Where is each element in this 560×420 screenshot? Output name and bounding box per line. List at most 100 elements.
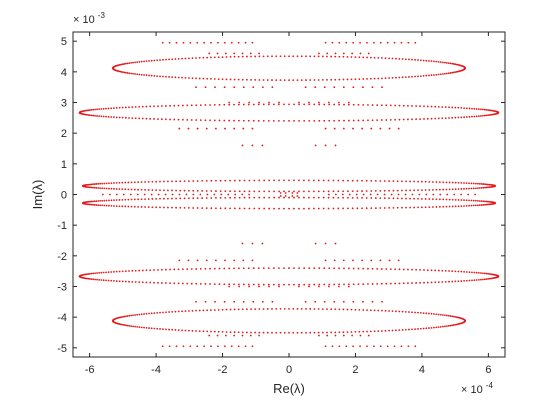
data-point — [463, 116, 466, 119]
data-point — [346, 331, 349, 333]
data-point — [384, 329, 387, 332]
data-point — [150, 74, 153, 77]
data-point — [169, 104, 171, 107]
data-point — [130, 325, 133, 328]
data-point — [361, 127, 364, 130]
data-point — [305, 55, 307, 58]
data-point — [318, 52, 320, 55]
data-point — [149, 281, 152, 284]
data-point — [177, 76, 180, 79]
data-point — [115, 181, 118, 184]
data-point — [105, 187, 108, 190]
data-point — [262, 308, 265, 310]
data-point — [350, 308, 353, 311]
data-point — [115, 205, 118, 208]
data-point — [210, 179, 213, 182]
data-point — [451, 62, 454, 65]
data-point — [452, 324, 455, 326]
data-point — [396, 197, 399, 200]
data-point — [497, 111, 500, 114]
data-point — [206, 309, 209, 312]
data-point — [376, 267, 379, 270]
data-point — [438, 188, 441, 191]
data-point — [165, 118, 167, 121]
data-point — [347, 101, 350, 104]
data-point — [145, 312, 148, 315]
data-point — [383, 180, 386, 182]
data-point — [370, 259, 373, 262]
data-point — [204, 283, 207, 285]
data-point — [228, 101, 231, 104]
data-point — [432, 198, 434, 201]
data-point — [101, 182, 104, 185]
data-point — [343, 119, 345, 122]
data-point — [229, 308, 232, 311]
data-point — [352, 119, 355, 122]
data-point — [331, 345, 334, 348]
data-point — [242, 119, 245, 122]
data-point — [347, 207, 349, 210]
data-point — [333, 119, 336, 122]
data-point — [184, 57, 187, 60]
data-point — [120, 323, 123, 326]
data-point — [258, 308, 261, 310]
data-point — [145, 105, 148, 108]
data-point — [242, 86, 245, 89]
data-point — [171, 58, 174, 61]
data-point — [407, 104, 409, 107]
data-point — [247, 119, 250, 122]
data-point — [414, 58, 416, 61]
data-point — [370, 190, 373, 192]
data-point — [271, 308, 273, 310]
data-point — [303, 207, 305, 210]
data-point — [484, 186, 486, 189]
data-point — [218, 267, 221, 270]
data-point — [379, 345, 382, 348]
data-point — [445, 72, 448, 75]
data-point — [430, 312, 433, 315]
data-point — [92, 203, 94, 206]
data-point — [143, 74, 145, 76]
data-point — [477, 271, 480, 274]
data-point — [174, 310, 177, 313]
data-point — [430, 74, 433, 77]
data-point — [437, 60, 440, 63]
data-point — [159, 189, 161, 192]
data-point — [233, 119, 235, 122]
data-point — [411, 118, 413, 121]
data-point — [435, 181, 438, 183]
data-point — [314, 242, 317, 245]
data-point — [434, 117, 437, 120]
data-point — [128, 106, 130, 109]
data-point — [396, 189, 399, 192]
data-point — [258, 52, 260, 55]
data-point — [383, 207, 386, 209]
data-point — [439, 73, 442, 76]
data-point — [395, 310, 397, 313]
data-point — [245, 308, 248, 311]
data-point — [332, 196, 335, 199]
data-point — [420, 197, 423, 200]
data-point — [99, 187, 102, 190]
data-point — [388, 259, 391, 262]
data-point — [134, 314, 136, 316]
data-point — [426, 105, 429, 108]
data-point — [103, 204, 106, 207]
data-point — [455, 63, 458, 66]
data-point — [156, 311, 159, 314]
data-point — [305, 331, 307, 334]
data-point — [366, 56, 368, 59]
data-point — [263, 196, 266, 199]
data-point — [444, 72, 446, 75]
data-point — [324, 144, 327, 147]
data-point — [224, 127, 226, 130]
data-point — [449, 62, 452, 65]
data-point — [370, 197, 373, 199]
data-point — [342, 179, 345, 182]
data-point — [262, 55, 265, 58]
data-point — [422, 74, 425, 77]
data-point — [140, 60, 143, 63]
data-point — [426, 269, 429, 272]
data-point — [97, 182, 100, 185]
data-point — [275, 79, 278, 82]
